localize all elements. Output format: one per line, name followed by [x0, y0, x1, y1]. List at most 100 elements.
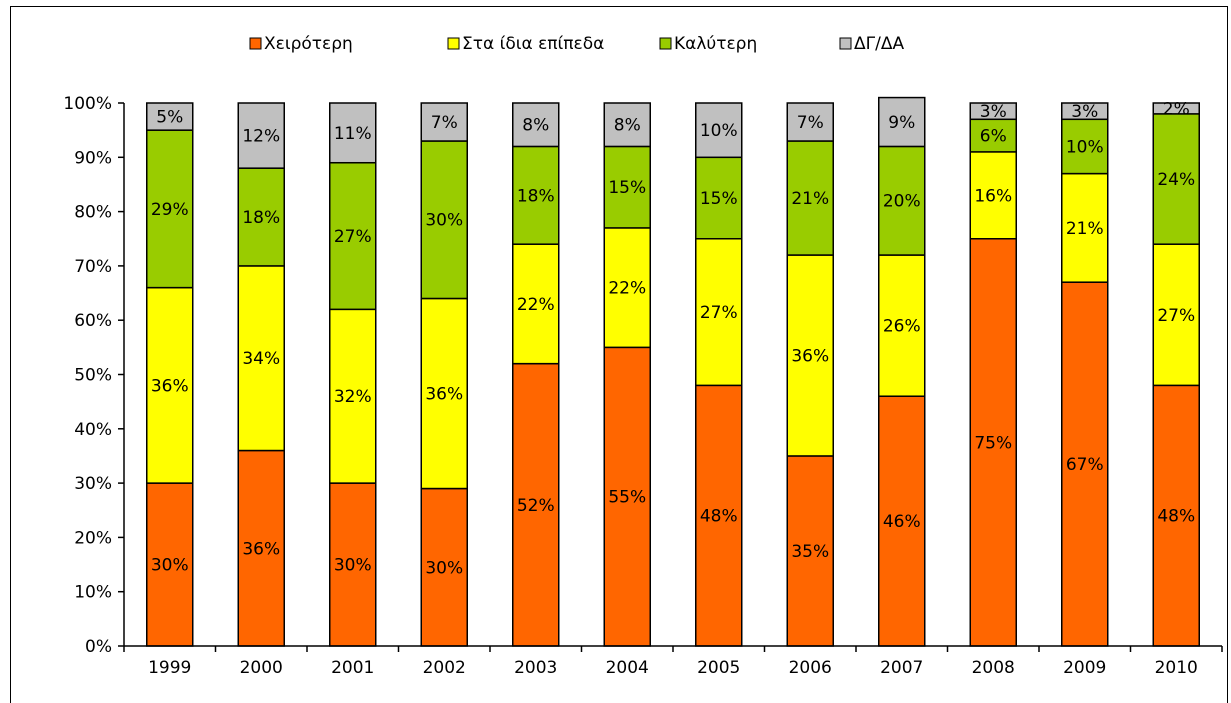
data-label: 8%	[522, 116, 549, 136]
data-label: 36%	[242, 539, 280, 559]
data-label: 3%	[980, 102, 1007, 122]
bar-segment	[512, 243, 560, 365]
data-label: 48%	[700, 507, 738, 527]
y-tick-label: 30%	[74, 474, 112, 494]
x-tick-label: 2003	[514, 658, 557, 678]
data-label: 52%	[517, 496, 555, 516]
data-label: 30%	[151, 556, 189, 576]
legend-swatch	[659, 37, 672, 50]
bar-segment	[329, 161, 377, 311]
data-label: 30%	[425, 558, 463, 578]
data-label: 18%	[242, 208, 280, 228]
bar-segment	[329, 482, 377, 647]
data-label: 34%	[242, 349, 280, 369]
x-tick-label: 2009	[1063, 658, 1106, 678]
y-tick-label: 90%	[74, 148, 112, 168]
data-label: 29%	[151, 200, 189, 220]
data-label: 35%	[791, 542, 829, 562]
bar-segment	[237, 102, 285, 169]
bar-segment	[1152, 113, 1200, 245]
data-label: 55%	[608, 488, 646, 508]
bar-segment	[512, 145, 560, 245]
data-label: 46%	[883, 512, 921, 532]
data-label: 36%	[425, 385, 463, 405]
data-label: 27%	[700, 303, 738, 323]
data-label: 67%	[1066, 455, 1104, 475]
data-label: 11%	[334, 124, 372, 144]
bar-segment	[603, 102, 651, 148]
y-tick-label: 20%	[74, 528, 112, 548]
bar-segment	[420, 140, 468, 300]
bar-segment	[695, 156, 743, 240]
legend-label: Χειρότερη	[264, 34, 353, 54]
data-label: 36%	[791, 346, 829, 366]
bar-segment	[1152, 243, 1200, 387]
legend-swatch	[249, 37, 262, 50]
x-tick-label: 1999	[148, 658, 191, 678]
bar-segment	[786, 140, 834, 256]
data-label: 27%	[1157, 306, 1195, 326]
bar-segment	[786, 254, 834, 457]
bar-segment	[1061, 102, 1109, 121]
bar-segment	[603, 227, 651, 349]
bars: 30% 36% 29% 5% 36% 34% 18% 12% 30% 32% 27% 11% 30% 36…	[146, 96, 1200, 647]
y-tick-label: 100%	[63, 94, 112, 114]
y-tick-label: 80%	[74, 203, 112, 223]
bar-segment	[237, 449, 285, 647]
data-label: 18%	[517, 186, 555, 206]
bar-segment	[1061, 118, 1109, 175]
x-tick-label: 2008	[972, 658, 1015, 678]
y-tick-label: 10%	[74, 583, 112, 603]
chart-frame	[10, 6, 1228, 703]
legend-label: ΔΓ/ΔΑ	[854, 34, 904, 54]
data-label: 10%	[1066, 137, 1104, 157]
data-label: 30%	[425, 211, 463, 231]
bar-segment	[878, 96, 926, 148]
data-label: 7%	[797, 113, 824, 133]
data-label: 7%	[431, 113, 458, 133]
data-label: 36%	[151, 376, 189, 396]
data-label: 30%	[334, 556, 372, 576]
bar-segment	[1061, 172, 1109, 283]
bar-segment	[420, 487, 468, 647]
x-tick-label: 2004	[606, 658, 649, 678]
data-label: 12%	[242, 127, 280, 147]
bar-segment	[1061, 281, 1109, 647]
data-label: 9%	[888, 113, 915, 133]
data-label: 75%	[974, 433, 1012, 453]
x-tick-label: 2007	[880, 658, 923, 678]
data-label: 10%	[700, 121, 738, 141]
data-label: 48%	[1157, 507, 1195, 527]
legend-swatch	[839, 37, 852, 50]
x-tick-label: 2010	[1155, 658, 1198, 678]
bar-segment	[603, 145, 651, 229]
data-label: 21%	[1066, 219, 1104, 239]
y-tick-label: 70%	[74, 257, 112, 277]
bar-segment	[420, 297, 468, 490]
bar-segment	[786, 102, 834, 142]
bar-segment	[237, 167, 285, 267]
data-label: 32%	[334, 387, 372, 407]
x-tick-label: 2006	[789, 658, 832, 678]
x-tick-label: 2002	[423, 658, 466, 678]
data-label: 5%	[156, 108, 183, 128]
data-label: 22%	[608, 279, 646, 299]
bar-segment	[1152, 102, 1200, 115]
data-label: 6%	[980, 127, 1007, 147]
y-tick-label: 60%	[74, 311, 112, 331]
legend-swatch	[447, 37, 460, 50]
legend: Χειρότερη Στα ίδια επίπεδα Καλύτερη ΔΓ/ΔΑ	[249, 34, 904, 54]
x-tick-label: 2000	[240, 658, 283, 678]
data-label: 8%	[614, 116, 641, 136]
x-tick-label: 2001	[331, 658, 374, 678]
bar-segment	[695, 102, 743, 159]
bar-segment	[329, 102, 377, 164]
data-label: 2%	[1163, 99, 1190, 119]
bar-segment	[969, 102, 1017, 121]
bar-segment	[420, 102, 468, 142]
bar-segment	[878, 145, 926, 256]
data-label: 27%	[334, 227, 372, 247]
bar-segment	[969, 118, 1017, 153]
y-tick-label: 0%	[85, 637, 112, 657]
